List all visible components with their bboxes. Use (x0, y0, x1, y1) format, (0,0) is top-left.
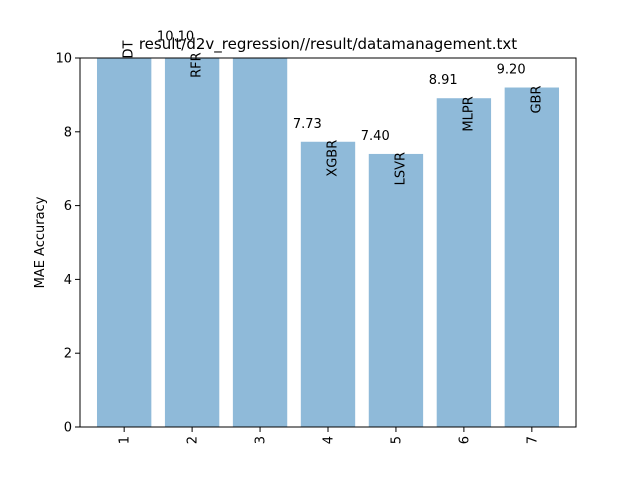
x-axis: 1 2 3 4 5 6 7 (118, 427, 540, 444)
value-label: 7.73 (293, 117, 322, 132)
bar-label: LSVR (393, 152, 408, 185)
x-tick-label: 5 (389, 436, 404, 444)
x-tick-label: 6 (457, 436, 472, 444)
y-axis: 0 2 4 6 8 10 (55, 52, 80, 436)
value-label: 9.20 (497, 63, 526, 78)
bar (504, 87, 560, 427)
value-label: 10.10 (157, 29, 194, 44)
chart-title: result/d2v_regression//result/datamanage… (139, 35, 517, 54)
bar (368, 153, 424, 427)
bars-group (96, 58, 560, 427)
bar-label: GBR (529, 86, 544, 114)
bar (300, 141, 356, 427)
y-axis-title: MAE Accuracy (33, 196, 48, 288)
y-tick-label: 0 (64, 421, 72, 436)
bar (164, 58, 220, 427)
value-label: 8.91 (429, 73, 458, 88)
bar-label: DT (122, 40, 137, 58)
y-tick-label: 6 (64, 199, 72, 214)
bar (436, 98, 492, 427)
x-tick-label: 2 (186, 436, 201, 444)
x-tick-label: 7 (525, 436, 540, 444)
y-tick-label: 4 (64, 273, 72, 288)
y-tick-label: 2 (64, 347, 72, 362)
bar-label: MLPR (461, 96, 476, 131)
y-tick-label: 8 (64, 125, 72, 140)
y-tick-label: 10 (55, 52, 72, 67)
bar-label: RFR (190, 52, 205, 78)
x-tick-label: 3 (254, 436, 269, 444)
bar (232, 58, 288, 427)
bar (96, 58, 152, 427)
x-tick-label: 4 (322, 436, 337, 444)
x-tick-label: 1 (118, 436, 133, 444)
bar-label: XGBR (326, 140, 341, 177)
value-label: 7.40 (361, 129, 390, 144)
